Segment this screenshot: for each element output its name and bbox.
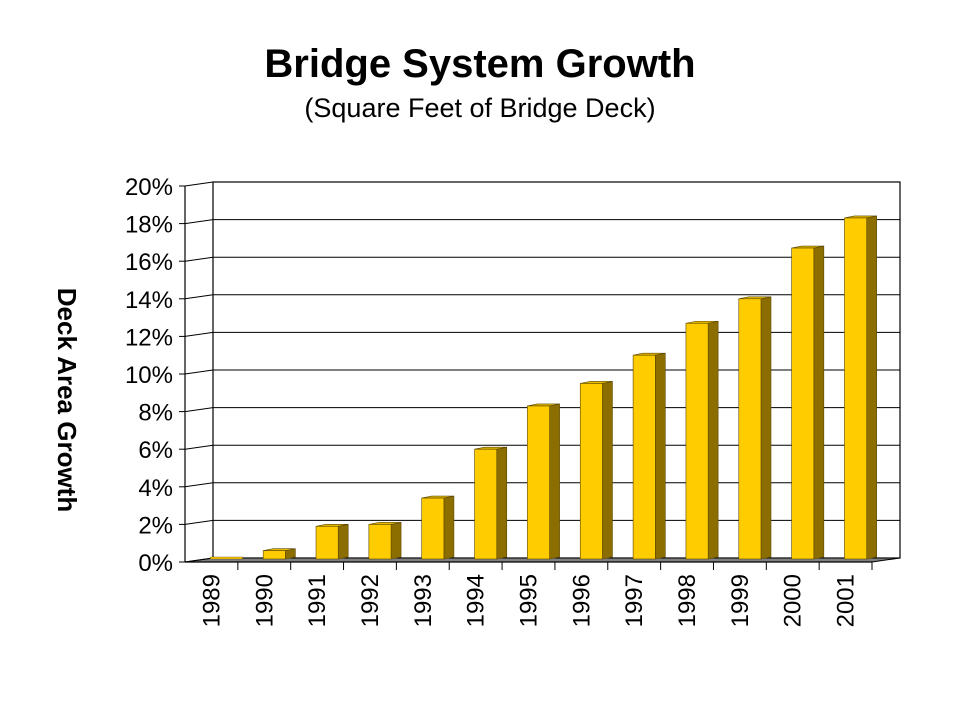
y-tick-label: 4% (138, 475, 173, 502)
x-tick-label: 1992 (357, 574, 384, 627)
bar-front (632, 354, 656, 560)
gridline-diagonal (184, 369, 214, 375)
y-tick-label: 6% (138, 437, 173, 464)
bar-1991 (315, 523, 349, 560)
x-tick-label: 1991 (304, 574, 331, 627)
y-tick-label: 20% (125, 174, 173, 201)
bar-side (654, 352, 666, 560)
gridline-diagonal (184, 256, 214, 262)
y-tick-label: 2% (138, 512, 173, 539)
bar-front (527, 405, 550, 560)
x-tick-label: 1996 (568, 574, 595, 627)
bar-side (707, 320, 719, 560)
gridline-diagonal (184, 294, 214, 300)
bar-front (262, 550, 286, 560)
bar-side (813, 245, 825, 560)
bar-1990 (262, 548, 296, 560)
bar-1995 (527, 403, 560, 560)
x-tick-labels: 1989 1990 1991 1992 1993 1994 1995 1996 1997 1998… (198, 574, 859, 627)
chart-title: Bridge System Growth (264, 42, 696, 86)
bar-side (337, 523, 349, 560)
bar-side (496, 446, 508, 560)
y-tick-label: 12% (125, 324, 173, 351)
bar-front (368, 524, 392, 560)
bar-1996 (579, 381, 613, 560)
bar-side (549, 403, 560, 560)
gridline-diagonal (184, 181, 214, 187)
x-tick-label: 1993 (410, 574, 437, 627)
bar-front (315, 525, 339, 560)
x-tick-label: 1989 (198, 574, 225, 627)
y-tick-label: 0% (138, 550, 173, 577)
gridline-diagonal (184, 331, 214, 337)
chart-subtitle: (Square Feet of Bridge Deck) (304, 93, 656, 123)
y-tick-labels: 0% 2% 4% 6% 8% 10% 12% 14% 16% 18% 20% (125, 174, 173, 577)
x-tick-label: 1990 (251, 574, 278, 627)
gridline-diagonal (184, 219, 214, 225)
bar-front (474, 448, 498, 560)
bars-layer (210, 215, 877, 560)
y-tick-label: 14% (125, 287, 173, 314)
x-tick-label: 1997 (621, 574, 648, 627)
y-tick-label: 10% (125, 362, 173, 389)
bar-2001 (844, 215, 877, 560)
gridline-diagonal (184, 519, 214, 525)
x-tick-label: 1999 (727, 574, 754, 627)
bar-2000 (791, 245, 825, 560)
y-tick-label: 16% (125, 249, 173, 276)
bar-side (866, 215, 877, 560)
x-tick-label: 2001 (833, 574, 860, 627)
y-axis-label: Deck Area Growth (52, 288, 82, 512)
bar-side (443, 495, 455, 560)
bar-1992 (368, 522, 402, 560)
bar-1999 (738, 296, 772, 560)
bar-1993 (421, 495, 455, 560)
bar-1989 (210, 556, 243, 560)
bar-side (602, 381, 613, 560)
bar-side (760, 296, 772, 560)
bar-front (421, 497, 445, 560)
bar-front (685, 322, 709, 560)
x-tick-label: 2000 (780, 574, 807, 627)
x-tick-label: 1998 (674, 574, 701, 627)
bar-front (579, 383, 603, 560)
bar-front (844, 217, 867, 560)
bar-1998 (685, 320, 719, 560)
y-tick-label: 8% (138, 400, 173, 427)
y-tick-label: 18% (125, 212, 173, 239)
x-tick-label: 1995 (516, 574, 543, 627)
gridline-diagonal (184, 482, 214, 488)
gridline-diagonal (184, 444, 214, 450)
gridline-diagonal (184, 407, 214, 413)
bar-1997 (632, 352, 666, 560)
bar-front (791, 247, 815, 560)
bar-side (390, 522, 402, 560)
bar-1994 (474, 446, 508, 560)
x-tick-label: 1994 (463, 574, 490, 627)
bar-front (210, 556, 243, 560)
bar-front (738, 298, 762, 560)
gridline-diagonal (184, 557, 214, 563)
